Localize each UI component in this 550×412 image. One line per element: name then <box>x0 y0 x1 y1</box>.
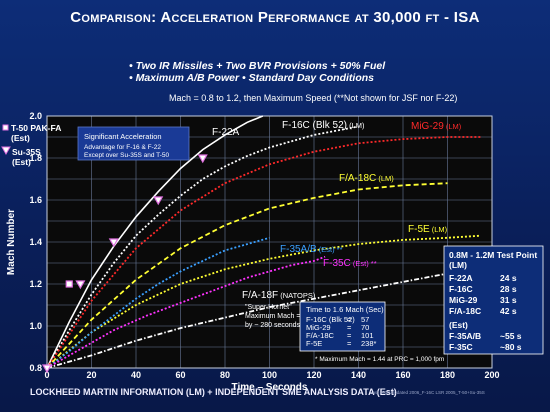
legend-t50-label: T-50 PAK-FA <box>11 123 61 133</box>
marker-su35s <box>41 364 53 374</box>
y-tick-label: 1.0 <box>29 321 42 331</box>
x-tick-label: 20 <box>86 370 96 380</box>
time-row-value: 70 <box>361 323 369 332</box>
test-row-name: MiG-29 <box>449 295 478 305</box>
x-tick-label: 180 <box>440 370 455 380</box>
time-row-eq: = <box>347 315 352 324</box>
series-line-f-22a <box>46 115 264 369</box>
time-row-name: F-16C (Blk 52) <box>306 315 355 324</box>
test-row-value: 28 s <box>500 284 517 294</box>
label-f22a: F-22A <box>212 127 240 138</box>
significant-box <box>77 126 190 161</box>
test-row-name: F/A-18C <box>449 306 481 316</box>
x-tick-label: 160 <box>395 370 410 380</box>
test-row-value: 42 s <box>500 306 517 316</box>
series-line-f-35c <box>46 255 326 369</box>
time-row-eq: = <box>347 339 352 348</box>
marker-su35s <box>75 280 86 290</box>
series-line-f-5e <box>46 234 481 369</box>
y-tick-label: 1.2 <box>29 279 42 289</box>
x-tick-label: 120 <box>306 370 321 380</box>
super-hornet-note: Maximum Mach = 1.31 <box>245 313 316 320</box>
x-tick-label: 80 <box>220 370 230 380</box>
x-tick-label: 140 <box>351 370 366 380</box>
time-to-mach-box <box>299 301 386 352</box>
label-f35ab: F-35A/B (Est) ** <box>280 244 343 255</box>
x-tick-label: 60 <box>175 370 185 380</box>
legend-t50-est: (Est) <box>11 133 30 143</box>
time-row-name: MiG-29 <box>306 323 331 332</box>
label-mig29: MiG-29 (LM) <box>411 121 462 132</box>
chart-subtitle: Mach = 0.8 to 1.2, then Maximum Speed (*… <box>169 93 458 103</box>
time-row-name: F/A-18C <box>306 331 335 340</box>
label-f16c: F-16C (Blk 52) (LM) <box>282 120 365 131</box>
time-row-eq: = <box>347 331 352 340</box>
test-row-name: F-22A <box>449 273 473 283</box>
test-conditions: • Two IR Missiles + Two BVR Provisions +… <box>129 60 439 84</box>
time-row-eq: = <box>347 323 352 332</box>
series-line-mig-29 <box>46 136 481 369</box>
significant-line: Significant Acceleration <box>84 132 162 141</box>
x-tick-label: 0 <box>44 370 49 380</box>
test-row-name: F-16C <box>449 284 473 294</box>
footer-source: LOCKHEED MARTIN INFORMATION (LM) + INDEP… <box>30 387 397 397</box>
time-row-value: 238* <box>361 339 377 348</box>
y-tick-label: 2.0 <box>29 111 42 121</box>
footnote: * Maximum Mach = 1.44 at PRC = 1,000 fpm <box>315 356 444 363</box>
legend-t50-marker <box>2 124 9 131</box>
test-row-value: 31 s <box>500 295 517 305</box>
y-tick-label: 1.8 <box>29 153 42 163</box>
label-fa18c: F/A-18C (LM) <box>339 173 394 184</box>
plot-border <box>46 115 493 369</box>
time-to-mach-title: Time to 1.6 Mach (Sec) <box>306 305 384 314</box>
file-label: Last 2006 Updated 2006_F-16C LSR 2005_T-… <box>370 390 485 395</box>
legend-su35s-label: Su-35S <box>12 147 41 157</box>
test-est-label: (Est) <box>449 320 468 330</box>
marker-t50 <box>65 280 73 288</box>
test-est-name: F-35C <box>449 342 473 352</box>
time-row-name: F-5E <box>306 339 322 348</box>
time-row-value: 57 <box>361 315 369 324</box>
super-hornet-note: "Super Hornet" <box>245 304 292 311</box>
super-hornet-note: by ~ 280 seconds <box>245 322 301 329</box>
test-est-value: ~55 s <box>500 331 522 341</box>
test-est-value: ~80 s <box>500 342 522 352</box>
marker-su35s <box>197 154 208 164</box>
legend-su35s-est: (Est) <box>12 157 31 167</box>
condition-line-1: • Two IR Missiles + Two BVR Provisions +… <box>129 60 386 72</box>
marker-su35s <box>108 238 119 248</box>
test-point-source: (LM) <box>449 260 467 270</box>
x-axis-label: Time – Seconds <box>232 382 308 393</box>
y-tick-label: 1.4 <box>29 237 42 247</box>
significant-line: Except over Su-35S and T-50 <box>84 152 170 159</box>
test-est-name: F-35A/B <box>449 331 481 341</box>
label-fa18f: F/A-18F (NATOPS) <box>242 290 316 301</box>
x-tick-label: 40 <box>131 370 141 380</box>
page-title: Comparison: Acceleration Performance at … <box>70 9 480 26</box>
significant-line: Advantage for F-16 & F-22 <box>84 144 161 151</box>
y-tick-label: 0.8 <box>29 363 42 373</box>
x-tick-label: 200 <box>484 370 499 380</box>
condition-line-2: • Maximum A/B Power • Standard Day Condi… <box>129 72 374 84</box>
time-row-value: 101 <box>361 331 374 340</box>
series-line-f-a-18f <box>46 266 493 369</box>
test-row-value: 24 s <box>500 273 517 283</box>
test-point-box <box>443 245 544 355</box>
test-point-title: 0.8M - 1.2M Test Point <box>449 250 537 260</box>
marker-su35s <box>153 196 164 206</box>
y-tick-label: 1.6 <box>29 195 42 205</box>
x-tick-label: 100 <box>262 370 277 380</box>
label-f35c: F-35C (Est) ** <box>323 258 377 269</box>
legend-su35s-marker <box>1 146 11 156</box>
y-axis-label: Mach Number <box>6 209 17 275</box>
label-f5e: F-5E (LM) <box>408 224 448 235</box>
